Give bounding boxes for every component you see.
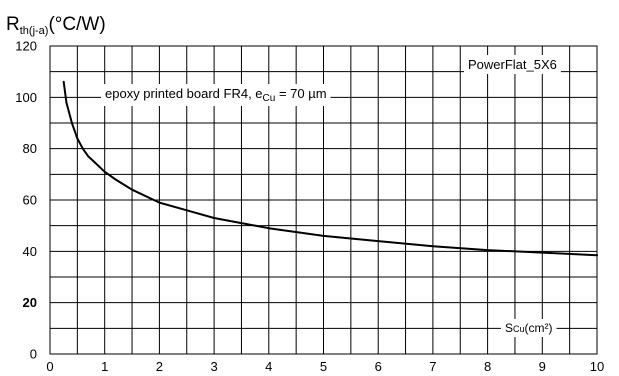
series-line-rth (62, 80, 598, 257)
series-point (92, 160, 95, 163)
series-point (62, 80, 65, 83)
package-annotation: PowerFlat_5X6 (468, 57, 557, 72)
x-tick-label: 8 (484, 359, 491, 374)
series-point (267, 227, 270, 230)
x-tick-label: 1 (101, 359, 108, 374)
y-tick-label: 120 (15, 39, 37, 54)
board-annotation-background (101, 84, 331, 106)
series-point (431, 245, 434, 248)
series-point (131, 188, 134, 191)
y-tick-label: 40 (23, 244, 37, 259)
series-point (114, 178, 117, 181)
series-point (103, 170, 106, 173)
x-axis-label-background (501, 319, 557, 337)
x-tick-label: 3 (210, 359, 217, 374)
series-point (185, 209, 188, 212)
plot-frame (49, 45, 598, 355)
board-annotation: epoxy printed board FR4, eCu = 70 µm (105, 86, 327, 104)
series-point (322, 234, 325, 237)
series-point (158, 201, 161, 204)
x-tick-label: 10 (590, 359, 604, 374)
y-tick-label: 20 (23, 295, 37, 310)
board-annotation-prefix: epoxy printed board FR4, e (105, 86, 263, 101)
y-tick-label: 0 (30, 347, 37, 362)
y-axis-label: Rth(j-a)(°C/W) (6, 14, 106, 37)
x-tick-label: 0 (46, 359, 53, 374)
y-axis-label-unit: (°C/W) (48, 14, 105, 35)
series-point (596, 254, 598, 257)
x-tick-label: 2 (156, 359, 163, 374)
x-axis-label: SCu(cm²) (505, 321, 553, 335)
x-axis-label-subscript: Cu (513, 324, 525, 334)
y-tick-label: 60 (23, 193, 37, 208)
x-tick-label: 7 (429, 359, 436, 374)
x-axis-label-main: S (505, 321, 513, 335)
series-point (65, 101, 68, 104)
series-point (541, 251, 544, 254)
y-tick-label: 80 (23, 141, 37, 156)
package-annotation-background (464, 55, 561, 74)
series-points (62, 80, 598, 257)
series-point (377, 240, 380, 243)
x-tick-label: 5 (320, 359, 327, 374)
board-annotation-subscript: Cu (263, 93, 276, 104)
y-axis-label-subscript: th(j-a) (20, 25, 49, 37)
x-tick-label: 6 (375, 359, 382, 374)
x-axis-label-unit: (cm²) (525, 321, 553, 335)
x-tick-label: 4 (265, 359, 272, 374)
y-tick-label: 100 (15, 90, 37, 105)
series-point (87, 155, 90, 158)
series-point (213, 216, 216, 219)
x-tick-label: 9 (539, 359, 546, 374)
series-point (81, 147, 84, 150)
series-point (76, 137, 79, 140)
y-axis-label-main: R (6, 14, 20, 35)
series-point (70, 122, 73, 124)
series-point (486, 249, 489, 252)
series-point (240, 222, 243, 225)
board-annotation-suffix: = 70 µm (275, 86, 326, 101)
